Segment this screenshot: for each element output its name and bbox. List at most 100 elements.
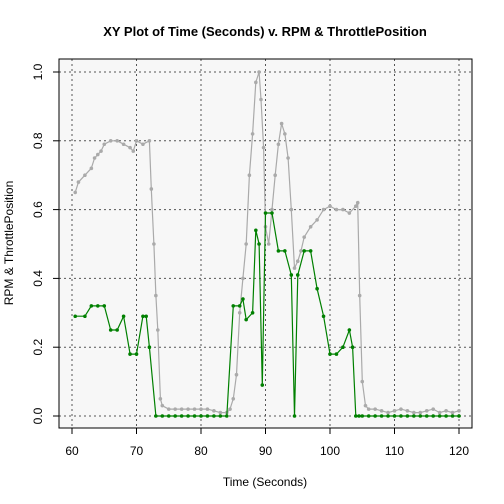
series-0-point (160, 403, 165, 408)
series-0-point (147, 139, 152, 143)
series-1-point (212, 414, 216, 418)
series-1-point (83, 314, 87, 319)
series-0-point (334, 207, 339, 212)
series-0-point (289, 207, 294, 212)
series-0-point (173, 407, 177, 411)
series-1-point (450, 414, 455, 418)
x-tick-label: 70 (130, 444, 144, 458)
series-0-point (212, 409, 216, 413)
series-0-point (357, 293, 362, 298)
series-0-point (328, 204, 332, 208)
series-0-point (373, 407, 377, 411)
series-0-point (166, 407, 171, 411)
series-0-point (121, 142, 126, 147)
series-1-point (360, 414, 365, 418)
series-1-point (315, 286, 319, 291)
series-1-point (328, 352, 332, 356)
series-0-point (257, 70, 261, 74)
series-1-point (173, 414, 177, 418)
series-1-point (115, 328, 119, 332)
series-1-point (424, 414, 429, 418)
series-1-point (144, 314, 148, 319)
x-tick-label: 100 (320, 444, 340, 458)
series-1-point (379, 414, 384, 418)
series-1-point (192, 414, 197, 418)
series-1-point (295, 273, 300, 277)
series-0-point (155, 328, 160, 332)
series-1-point (199, 414, 203, 418)
series-0-point (360, 379, 365, 384)
series-0-point (399, 407, 403, 411)
series-0-point (366, 407, 371, 411)
series-0-point (96, 152, 100, 157)
series-1-point (108, 328, 113, 332)
series-0-point (89, 166, 94, 171)
series-0-point (341, 207, 345, 212)
series-1-point (186, 414, 190, 418)
series-1-point (334, 352, 339, 356)
series-0-point (412, 410, 416, 415)
series-0-point (149, 187, 154, 191)
chart-title: XY Plot of Time (Seconds) v. RPM & Throt… (103, 24, 427, 39)
series-0-point (302, 235, 307, 239)
series-1-point (250, 311, 255, 315)
series-0-point (295, 259, 300, 264)
series-1-point (147, 345, 152, 350)
series-1-point (302, 249, 307, 253)
series-1-point (121, 314, 126, 319)
series-1-point (444, 414, 448, 418)
series-0-point (457, 409, 461, 413)
series-0-point (192, 407, 197, 411)
series-0-point (186, 407, 190, 411)
series-0-point (218, 410, 223, 415)
series-1-point (437, 414, 442, 418)
series-1-point (399, 414, 403, 418)
x-tick-label: 90 (259, 444, 273, 458)
series-0-point (279, 121, 284, 126)
series-0-point (379, 409, 384, 413)
series-1-point (431, 414, 436, 418)
series-0-point (315, 218, 319, 222)
x-axis-label: Time (Seconds) (223, 475, 307, 489)
series-0-point (141, 142, 145, 147)
series-0-point (273, 173, 277, 177)
series-0-point (299, 249, 303, 253)
series-1-point (276, 249, 281, 253)
series-0-point (134, 139, 139, 143)
series-1-point (241, 297, 245, 301)
series-1-point (354, 414, 358, 418)
series-0-point (321, 207, 326, 212)
series-0-point (131, 149, 136, 153)
x-tick-label: 120 (449, 444, 469, 458)
series-1-point (321, 314, 326, 319)
series-0-point (231, 397, 236, 401)
series-1-point (154, 414, 158, 418)
series-0-point (424, 409, 429, 413)
series-0-point (354, 204, 358, 208)
series-0-point (205, 407, 210, 411)
series-1-point (89, 304, 94, 308)
series-1-point (260, 383, 265, 387)
series-0-point (247, 173, 252, 177)
series-0-point (128, 145, 132, 150)
series-0-point (292, 266, 297, 270)
series-1-point (405, 414, 410, 418)
series-0-point (234, 372, 239, 377)
series-1-point (141, 314, 145, 319)
series-0-point (437, 410, 442, 415)
series-0-point (363, 403, 368, 408)
series-0-point (276, 142, 281, 147)
series-1-point (347, 328, 352, 332)
series-1-point (308, 249, 313, 253)
series-0-point (76, 180, 81, 184)
series-1-point (357, 414, 361, 418)
series-1-point (289, 273, 294, 277)
y-tick-label: 0.6 (31, 201, 45, 218)
series-0-point (241, 276, 245, 281)
series-0-point (228, 407, 232, 411)
series-0-point (102, 142, 107, 147)
series-1-point (263, 211, 268, 215)
series-1-point (231, 304, 236, 308)
series-0-point (283, 132, 287, 136)
